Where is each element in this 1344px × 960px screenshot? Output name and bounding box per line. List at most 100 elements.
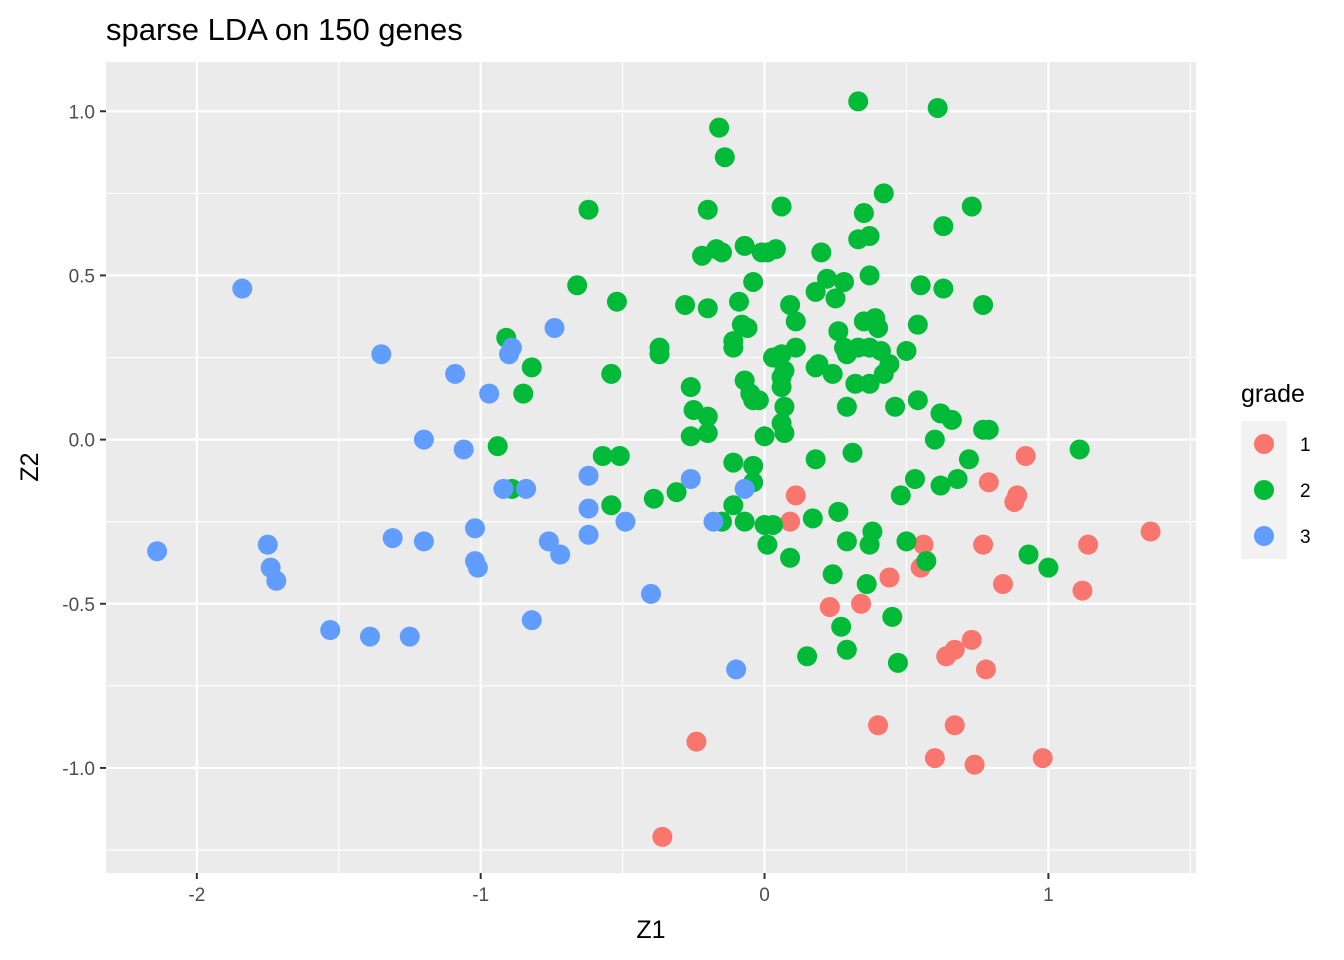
x-tick-label: -1 bbox=[472, 885, 489, 906]
data-point-grade-3 bbox=[413, 531, 434, 552]
data-point-grade-2 bbox=[973, 294, 994, 315]
data-point-grade-3 bbox=[516, 478, 537, 499]
data-point-grade-3 bbox=[359, 626, 380, 647]
data-point-grade-3 bbox=[578, 498, 599, 519]
data-point-grade-2 bbox=[831, 616, 852, 637]
data-point-grade-1 bbox=[961, 629, 982, 650]
data-point-grade-2 bbox=[805, 449, 826, 470]
data-point-grade-2 bbox=[868, 317, 889, 338]
data-point-grade-3 bbox=[465, 518, 486, 539]
data-point-grade-2 bbox=[941, 409, 962, 430]
data-point-grade-2 bbox=[697, 406, 718, 427]
legend-keys: 1 2 3 bbox=[1241, 421, 1311, 559]
data-point-grade-2 bbox=[887, 652, 908, 673]
y-axis-ticks: 1.0 0.5 0.0 -0.5 -1.0 bbox=[62, 102, 106, 780]
data-point-grade-2 bbox=[825, 288, 846, 309]
data-point-grade-2 bbox=[728, 291, 749, 312]
legend-label: 3 bbox=[1300, 527, 1311, 548]
data-point-grade-3 bbox=[550, 544, 571, 565]
data-point-grade-2 bbox=[763, 514, 784, 535]
data-point-grade-1 bbox=[1015, 446, 1036, 467]
data-point-grade-3 bbox=[493, 478, 514, 499]
x-axis-title: Z1 bbox=[636, 916, 665, 944]
data-point-grade-1 bbox=[1078, 534, 1099, 555]
data-point-grade-2 bbox=[780, 547, 801, 568]
data-point-grade-2 bbox=[828, 321, 849, 342]
data-point-grade-3 bbox=[371, 344, 392, 365]
data-point-grade-1 bbox=[964, 754, 985, 775]
data-point-grade-2 bbox=[834, 271, 855, 292]
data-point-grade-2 bbox=[680, 377, 701, 398]
data-point-grade-3 bbox=[467, 557, 488, 578]
legend-key-marker bbox=[1254, 526, 1274, 546]
data-point-grade-1 bbox=[936, 646, 957, 667]
data-point-grade-2 bbox=[836, 396, 857, 417]
data-points bbox=[147, 91, 1161, 847]
data-point-grade-2 bbox=[882, 606, 903, 627]
data-point-grade-1 bbox=[944, 715, 965, 736]
data-point-grade-3 bbox=[382, 528, 403, 549]
data-point-grade-2 bbox=[848, 229, 869, 250]
data-point-grade-2 bbox=[774, 423, 795, 444]
legend-label: 2 bbox=[1300, 481, 1311, 502]
data-point-grade-2 bbox=[853, 203, 874, 224]
data-point-grade-3 bbox=[479, 383, 500, 404]
y-tick-label: 0.0 bbox=[69, 431, 95, 452]
data-point-grade-3 bbox=[578, 524, 599, 545]
data-point-grade-3 bbox=[499, 344, 520, 365]
data-point-grade-1 bbox=[785, 485, 806, 506]
data-point-grade-2 bbox=[567, 275, 588, 296]
data-point-grade-2 bbox=[723, 337, 744, 358]
data-point-grade-2 bbox=[978, 419, 999, 440]
data-point-grade-2 bbox=[927, 97, 948, 118]
data-point-grade-2 bbox=[859, 265, 880, 286]
data-point-grade-2 bbox=[802, 508, 823, 529]
data-point-grade-2 bbox=[961, 196, 982, 217]
data-point-grade-2 bbox=[848, 91, 869, 112]
chart-title: sparse LDA on 150 genes bbox=[106, 12, 463, 47]
data-point-grade-2 bbox=[845, 373, 866, 394]
data-point-grade-2 bbox=[816, 268, 837, 289]
data-point-grade-3 bbox=[703, 511, 724, 532]
data-point-grade-2 bbox=[859, 373, 880, 394]
data-point-grade-1 bbox=[868, 715, 889, 736]
data-point-grade-2 bbox=[697, 423, 718, 444]
data-point-grade-2 bbox=[709, 117, 730, 138]
data-point-grade-1 bbox=[851, 593, 872, 614]
data-point-grade-2 bbox=[723, 495, 744, 516]
legend-label: 1 bbox=[1300, 435, 1311, 456]
y-tick-label: -0.5 bbox=[62, 595, 95, 616]
data-point-grade-2 bbox=[734, 511, 755, 532]
data-point-grade-1 bbox=[686, 731, 707, 752]
legend-key-marker bbox=[1254, 480, 1274, 500]
data-point-grade-2 bbox=[1038, 557, 1059, 578]
data-point-grade-3 bbox=[544, 317, 565, 338]
data-point-grade-3 bbox=[680, 468, 701, 489]
data-point-grade-3 bbox=[257, 534, 278, 555]
data-point-grade-2 bbox=[609, 446, 630, 467]
plot-panel bbox=[106, 62, 1196, 873]
y-tick-label: 0.5 bbox=[69, 266, 95, 287]
data-point-grade-2 bbox=[601, 495, 622, 516]
data-point-grade-2 bbox=[757, 242, 778, 263]
data-point-grade-2 bbox=[771, 344, 792, 365]
data-point-grade-2 bbox=[842, 442, 863, 463]
x-tick-label: 0 bbox=[759, 885, 770, 906]
x-tick-label: 1 bbox=[1043, 885, 1054, 906]
data-point-grade-2 bbox=[822, 363, 843, 384]
data-point-grade-1 bbox=[819, 597, 840, 618]
data-point-grade-2 bbox=[1069, 439, 1090, 460]
data-point-grade-2 bbox=[785, 311, 806, 332]
data-point-grade-1 bbox=[1072, 580, 1093, 601]
data-point-grade-2 bbox=[859, 534, 880, 555]
data-point-grade-2 bbox=[748, 390, 769, 411]
data-point-grade-1 bbox=[652, 826, 673, 847]
data-point-grade-2 bbox=[904, 468, 925, 489]
data-point-grade-2 bbox=[606, 291, 627, 312]
data-point-grade-2 bbox=[521, 357, 542, 378]
data-point-grade-2 bbox=[578, 199, 599, 220]
data-point-grade-1 bbox=[1032, 748, 1053, 769]
data-point-grade-2 bbox=[890, 485, 911, 506]
y-tick-label: -1.0 bbox=[62, 759, 95, 780]
